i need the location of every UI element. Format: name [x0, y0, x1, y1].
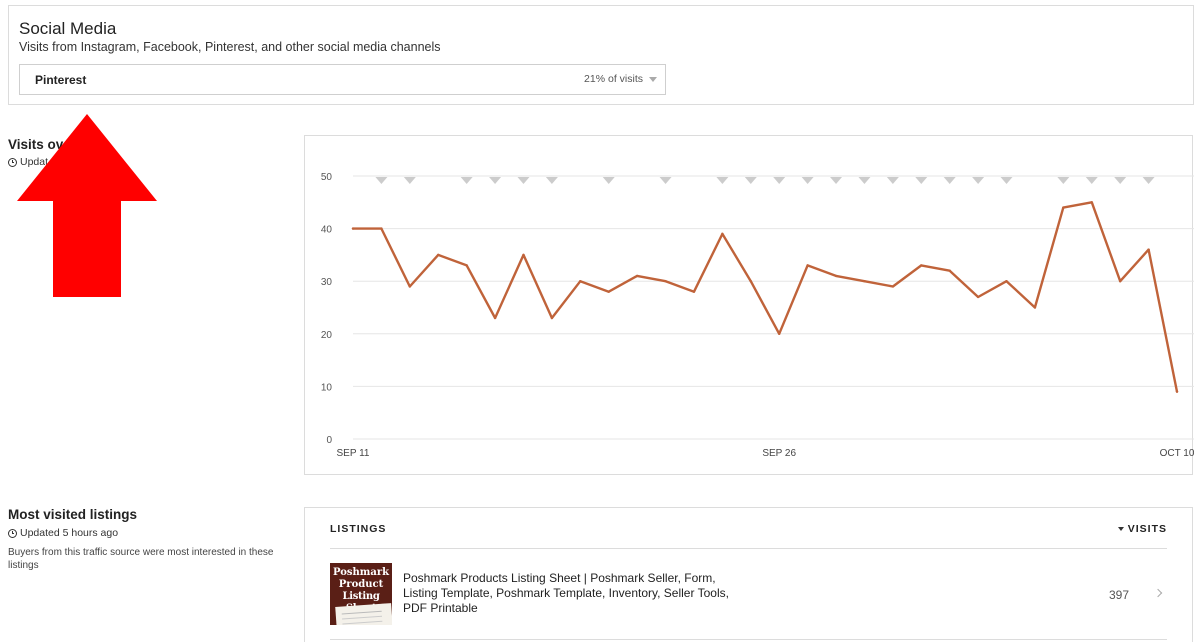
- data-point: [1147, 248, 1150, 251]
- listings-table: LISTINGS VISITS Poshmark Product Listing…: [304, 507, 1193, 642]
- sort-down-icon: [1117, 527, 1124, 531]
- data-point: [863, 280, 866, 283]
- arrow-shape: [17, 114, 157, 297]
- y-tick-label: 50: [321, 172, 333, 183]
- data-point: [465, 264, 468, 267]
- social-media-description: Visits from Instagram, Facebook, Pintere…: [19, 40, 441, 54]
- data-point: [635, 274, 639, 278]
- visits-over-time-title: Visits ove: [8, 137, 71, 152]
- listings-column-header: LISTINGS: [330, 523, 387, 535]
- data-point: [408, 285, 412, 288]
- listing-visit-count: 397: [1108, 588, 1129, 602]
- data-point: [437, 253, 440, 257]
- event-marker: [1114, 177, 1127, 184]
- event-marker: [886, 177, 899, 184]
- data-point: [1175, 390, 1179, 393]
- listing-title[interactable]: Poshmark Products Listing Sheet | Poshma…: [403, 571, 729, 615]
- event-marker: [602, 177, 615, 184]
- visits-updated-text: Updat: [20, 156, 49, 168]
- most-visited-updated: Updated 5 hours ago: [8, 527, 118, 539]
- data-point: [1118, 280, 1122, 283]
- y-tick-label: 20: [321, 330, 333, 341]
- x-tick-label: SEP 11: [337, 448, 370, 459]
- event-marker: [744, 177, 757, 184]
- data-point: [664, 280, 667, 283]
- event-marker: [943, 177, 956, 184]
- data-point: [778, 332, 781, 335]
- event-marker: [659, 177, 672, 184]
- data-point: [550, 316, 554, 320]
- data-point: [692, 290, 696, 293]
- event-marker: [858, 177, 871, 184]
- event-marker: [375, 177, 388, 184]
- visits-series-line: [351, 201, 1179, 393]
- event-marker: [1057, 177, 1070, 184]
- thumbnail-paper-graphic: [335, 603, 392, 625]
- data-point: [948, 269, 951, 272]
- visits-column-label: VISITS: [1127, 523, 1167, 535]
- chevron-right-icon[interactable]: [1153, 588, 1163, 598]
- event-marker: [403, 177, 416, 184]
- data-point: [1062, 206, 1065, 209]
- data-point: [834, 274, 838, 278]
- event-marker: [1000, 177, 1013, 184]
- event-marker: [830, 177, 843, 184]
- visits-updated-label: Updat: [8, 156, 48, 168]
- data-point: [493, 316, 497, 320]
- red-arrow-annotation: [17, 114, 157, 297]
- social-media-title: Social Media: [19, 19, 117, 38]
- data-point: [976, 295, 980, 299]
- y-tick-label: 0: [326, 435, 332, 446]
- row-divider: [330, 639, 1167, 640]
- thumbnail-text-line: Poshmark: [332, 567, 390, 578]
- data-point: [1005, 280, 1008, 283]
- header-divider: [330, 548, 1167, 549]
- data-point: [749, 280, 752, 283]
- visits-line-chart: 0 10 20 30 40 50 SEP 11 SEP 26 OCT 10: [321, 172, 1194, 459]
- event-marker: [915, 177, 928, 184]
- event-marker: [716, 177, 729, 184]
- event-marker: [1142, 177, 1155, 184]
- event-marker: [460, 177, 473, 184]
- visits-chart-card: 0 10 20 30 40 50 SEP 11 SEP 26 OCT 10: [304, 135, 1194, 475]
- most-visited-title: Most visited listings: [8, 507, 138, 522]
- most-visited-description: Buyers from this traffic source were mos…: [8, 547, 274, 571]
- data-point: [1033, 306, 1037, 309]
- selected-source-share: 21% of visits: [584, 73, 643, 85]
- listing-row[interactable]: Poshmark Product Listing Sheet Poshmark …: [330, 562, 1167, 626]
- event-marker: [972, 177, 985, 184]
- data-point: [891, 285, 895, 288]
- data-point: [920, 264, 923, 267]
- data-point: [1090, 201, 1093, 204]
- data-point: [579, 280, 582, 283]
- visits-sort-header[interactable]: VISITS: [1117, 523, 1167, 535]
- y-tick-label: 30: [321, 277, 333, 288]
- x-tick-label: SEP 26: [762, 448, 796, 459]
- event-marker: [801, 177, 814, 184]
- x-tick-label: OCT 10: [1160, 448, 1194, 459]
- data-point: [806, 264, 809, 267]
- event-marker: [773, 177, 786, 184]
- event-marker: [517, 177, 530, 184]
- event-marker: [545, 177, 558, 184]
- social-media-card: Social Media Visits from Instagram, Face…: [8, 5, 1194, 105]
- selected-source-label: Pinterest: [35, 73, 87, 87]
- clock-icon: [8, 157, 17, 167]
- data-point: [721, 232, 724, 236]
- listing-thumbnail: Poshmark Product Listing Sheet: [330, 563, 392, 625]
- event-marker: [1085, 177, 1098, 184]
- data-point: [522, 253, 525, 257]
- traffic-source-dropdown[interactable]: Pinterest 21% of visits: [19, 64, 666, 95]
- most-visited-updated-text: Updated 5 hours ago: [20, 527, 119, 539]
- clock-icon: [8, 528, 17, 538]
- data-point: [351, 227, 355, 230]
- y-tick-label: 40: [321, 225, 333, 236]
- y-tick-label: 10: [321, 382, 333, 393]
- thumbnail-text-line: Product: [338, 579, 384, 590]
- data-point: [607, 290, 610, 293]
- data-point: [380, 227, 383, 230]
- event-marker: [489, 177, 502, 184]
- chevron-down-icon: [649, 77, 657, 82]
